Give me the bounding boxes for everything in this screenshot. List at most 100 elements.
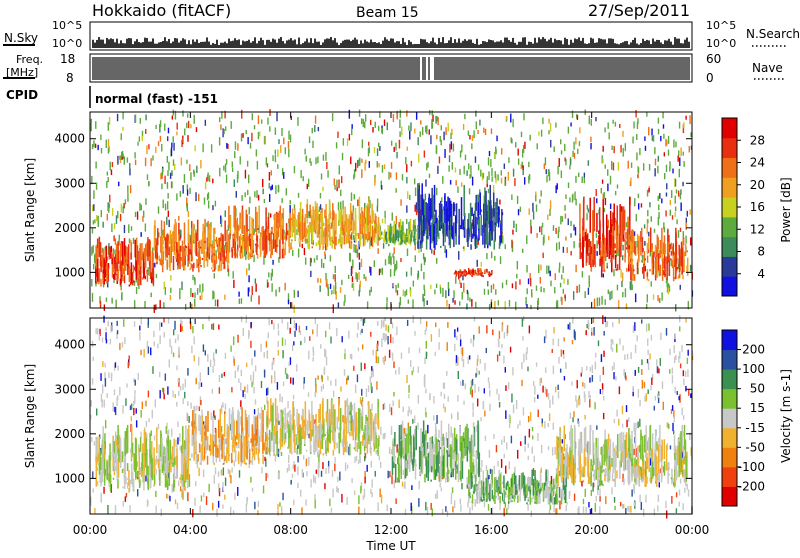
scatter-cell xyxy=(365,114,366,121)
cpid-label: CPID xyxy=(6,88,38,102)
scatter-cell xyxy=(584,383,585,389)
scatter-cell xyxy=(218,483,219,491)
scatter-cell xyxy=(680,363,681,368)
scatter-cell xyxy=(639,400,640,406)
scatter-cell xyxy=(340,190,341,196)
scatter-cell xyxy=(269,319,270,325)
data-cell xyxy=(228,206,230,228)
scatter-cell xyxy=(273,323,274,329)
scatter-cell xyxy=(136,420,137,427)
scatter-cell xyxy=(175,499,176,504)
scatter-cell xyxy=(135,380,136,386)
scatter-cell xyxy=(258,115,259,124)
scatter-cell xyxy=(194,278,195,285)
scatter-cell xyxy=(453,144,454,152)
scatter-cell xyxy=(541,445,542,454)
scatter-cell xyxy=(686,218,687,223)
scatter-cell xyxy=(389,447,390,454)
scatter-cell xyxy=(308,457,309,466)
data-cell xyxy=(111,258,113,264)
scatter-cell xyxy=(647,210,648,216)
scatter-cell xyxy=(371,383,372,390)
scatter-cell xyxy=(537,395,538,399)
scatter-cell xyxy=(140,410,141,418)
scatter-cell xyxy=(293,378,294,385)
scatter-cell xyxy=(376,381,377,389)
scatter-cell xyxy=(271,283,272,292)
scatter-cell xyxy=(186,203,187,208)
data-cell xyxy=(97,259,99,282)
data-cell xyxy=(247,241,249,259)
scatter-cell xyxy=(680,285,681,290)
scatter-cell xyxy=(173,353,174,357)
data-cell xyxy=(329,226,331,241)
scatter-cell xyxy=(199,505,200,512)
data-cell xyxy=(213,246,215,248)
scatter-cell xyxy=(450,180,451,184)
scatter-cell xyxy=(588,209,589,213)
scatter-cell xyxy=(172,484,173,493)
scatter-cell xyxy=(361,362,362,370)
scatter-cell xyxy=(511,436,512,444)
scatter-cell xyxy=(212,179,213,184)
velocity-heatmap xyxy=(90,315,693,518)
scatter-cell xyxy=(384,211,385,218)
scatter-cell xyxy=(256,190,257,198)
scatter-cell xyxy=(93,190,94,199)
scatter-cell xyxy=(344,354,345,360)
scatter-cell xyxy=(445,290,446,298)
power-y-label: Slant Range [km] xyxy=(23,158,37,262)
scatter-cell xyxy=(181,281,182,290)
scatter-cell xyxy=(488,171,489,180)
scatter-cell xyxy=(417,137,418,145)
scatter-cell xyxy=(323,384,324,389)
scatter-cell xyxy=(571,381,572,385)
scatter-cell xyxy=(247,384,248,392)
scatter-cell xyxy=(391,426,392,435)
data-cell xyxy=(496,210,498,212)
scatter-cell xyxy=(449,144,450,153)
scatter-cell xyxy=(408,300,409,304)
scatter-cell xyxy=(682,503,683,510)
data-cell xyxy=(608,246,610,251)
scatter-cell xyxy=(133,238,134,244)
scatter-cell xyxy=(340,386,341,391)
scatter-cell xyxy=(565,362,566,369)
scatter-cell xyxy=(148,318,149,326)
data-cell xyxy=(133,280,135,282)
data-cell xyxy=(100,261,102,272)
data-cell xyxy=(257,212,259,228)
scatter-cell xyxy=(294,290,295,298)
data-cell xyxy=(455,270,457,273)
scatter-cell xyxy=(356,456,357,461)
data-cell xyxy=(588,253,590,265)
scatter-cell xyxy=(320,193,321,198)
scatter-cell xyxy=(439,328,440,337)
scatter-cell xyxy=(270,186,271,190)
scatter-cell xyxy=(508,382,509,389)
scatter-cell xyxy=(589,281,590,287)
scatter-cell xyxy=(194,145,195,151)
data-cell xyxy=(655,245,657,256)
data-cell xyxy=(433,195,435,214)
scatter-cell xyxy=(637,174,638,178)
scatter-cell xyxy=(436,415,437,424)
scatter-cell xyxy=(139,203,140,211)
scatter-cell xyxy=(658,368,659,373)
data-cell xyxy=(345,235,347,244)
data-cell xyxy=(589,198,591,233)
scatter-cell xyxy=(203,470,204,478)
scatter-cell xyxy=(472,135,473,141)
scatter-cell xyxy=(619,124,620,128)
scatter-cell xyxy=(490,159,491,167)
data-cell xyxy=(350,222,352,224)
scatter-cell xyxy=(111,373,112,377)
data-cell xyxy=(144,248,146,259)
scatter-cell xyxy=(541,378,542,383)
scatter-cell xyxy=(461,182,462,186)
scatter-cell xyxy=(393,114,394,122)
scatter-cell xyxy=(172,391,173,398)
data-cell xyxy=(647,272,649,276)
scatter-cell xyxy=(469,355,470,359)
data-cell xyxy=(490,200,492,221)
